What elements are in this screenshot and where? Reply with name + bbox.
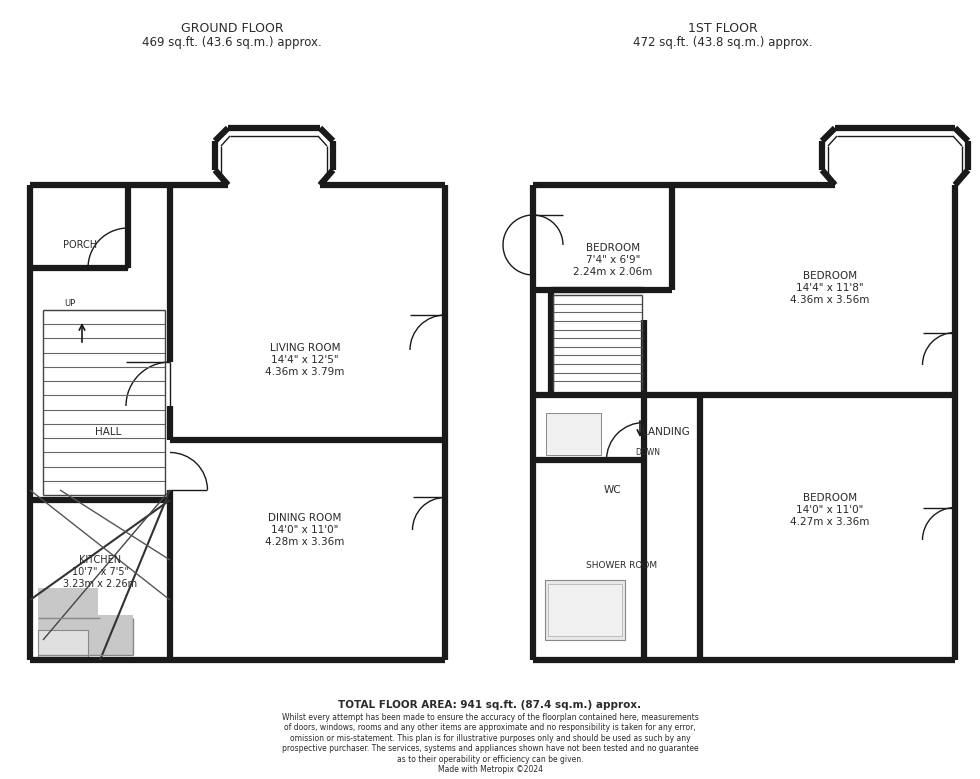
Text: TOTAL FLOOR AREA: 941 sq.ft. (87.4 sq.m.) approx.: TOTAL FLOOR AREA: 941 sq.ft. (87.4 sq.m.… <box>338 700 642 710</box>
Bar <box>545 580 625 640</box>
Text: WC: WC <box>603 485 620 495</box>
Text: KITCHEN
10'7" x 7'5"
3.23m x 2.26m: KITCHEN 10'7" x 7'5" 3.23m x 2.26m <box>63 555 137 589</box>
Text: SHOWER ROOM: SHOWER ROOM <box>586 561 658 569</box>
Text: BEDROOM
14'0" x 11'0"
4.27m x 3.36m: BEDROOM 14'0" x 11'0" 4.27m x 3.36m <box>790 493 869 527</box>
Text: BEDROOM
14'4" x 11'8"
4.36m x 3.56m: BEDROOM 14'4" x 11'8" 4.36m x 3.56m <box>790 271 869 305</box>
Bar <box>38 588 98 618</box>
Text: LANDING: LANDING <box>642 427 690 437</box>
Text: GROUND FLOOR: GROUND FLOOR <box>180 22 283 35</box>
Text: Whilst every attempt has been made to ensure the accuracy of the floorplan conta: Whilst every attempt has been made to en… <box>281 713 699 774</box>
Text: DINING ROOM
14'0" x 11'0"
4.28m x 3.36m: DINING ROOM 14'0" x 11'0" 4.28m x 3.36m <box>266 513 345 547</box>
Bar <box>548 584 622 636</box>
Text: DOWN: DOWN <box>635 447 661 456</box>
Bar <box>38 615 133 655</box>
Text: UP: UP <box>65 299 75 308</box>
Bar <box>546 413 601 455</box>
Text: BEDROOM
7'4" x 6'9"
2.24m x 2.06m: BEDROOM 7'4" x 6'9" 2.24m x 2.06m <box>573 243 653 277</box>
Text: 472 sq.ft. (43.8 sq.m.) approx.: 472 sq.ft. (43.8 sq.m.) approx. <box>633 36 812 49</box>
Text: 469 sq.ft. (43.6 sq.m.) approx.: 469 sq.ft. (43.6 sq.m.) approx. <box>142 36 321 49</box>
Bar <box>38 630 88 660</box>
Text: 1ST FLOOR: 1ST FLOOR <box>688 22 758 35</box>
Text: HALL: HALL <box>95 427 122 437</box>
Text: LIVING ROOM
14'4" x 12'5"
4.36m x 3.79m: LIVING ROOM 14'4" x 12'5" 4.36m x 3.79m <box>266 344 345 376</box>
Text: PORCH: PORCH <box>63 240 97 250</box>
